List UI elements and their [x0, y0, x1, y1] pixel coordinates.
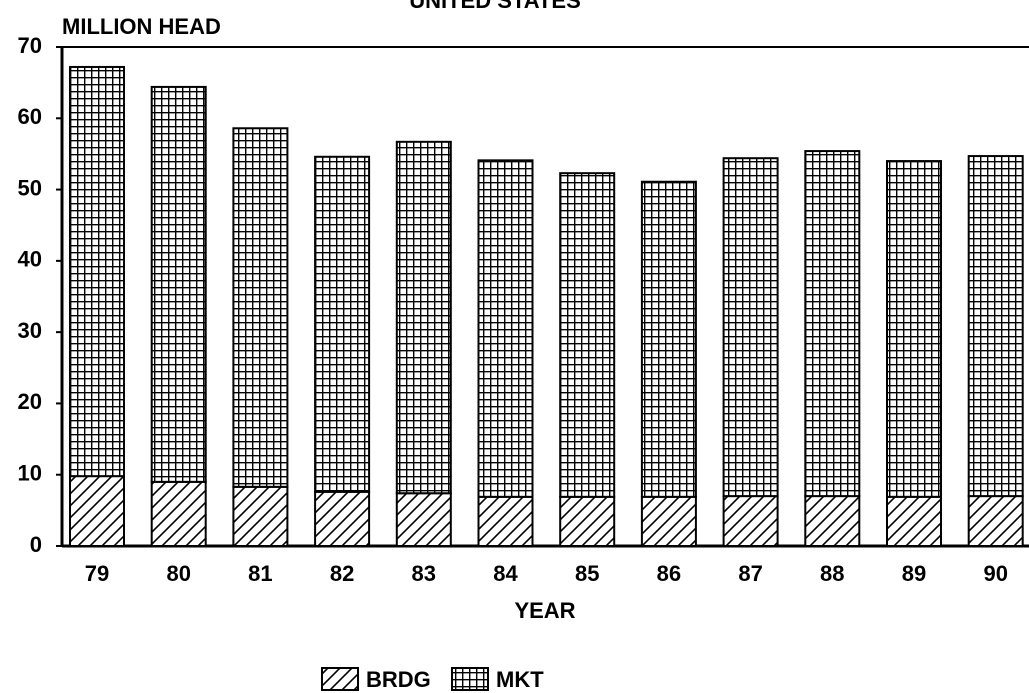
y-tick-label: 40	[18, 247, 42, 272]
bar-segment	[395, 492, 452, 547]
x-tick-label: 80	[166, 561, 190, 586]
bar-segment	[640, 495, 697, 548]
legend-label: BRDG	[366, 667, 431, 692]
legend-swatch	[451, 667, 489, 691]
legend: BRDG MKT	[321, 667, 544, 692]
x-tick-label: 83	[412, 561, 436, 586]
chart-title: UNITED STATES	[409, 0, 581, 13]
bar-segment	[722, 495, 779, 548]
bar-segment	[314, 490, 371, 547]
y-tick-label: 30	[18, 318, 42, 343]
y-tick-label: 0	[30, 532, 42, 557]
bar-segment	[640, 180, 697, 498]
x-tick-label: 84	[493, 561, 518, 586]
y-tick-label: 20	[18, 389, 42, 414]
bar-segment	[150, 480, 207, 548]
bar-segment	[967, 155, 1024, 498]
x-tick-label: 87	[738, 561, 762, 586]
x-tick-label: 85	[575, 561, 599, 586]
y-tick-label: 60	[18, 104, 42, 129]
bar-segment	[559, 495, 616, 548]
x-tick-label: 79	[85, 561, 109, 586]
x-tick-label: 81	[248, 561, 272, 586]
bar-segment	[477, 159, 534, 498]
bar-segment	[886, 495, 942, 548]
bar-segment	[886, 160, 942, 498]
y-tick-label: 70	[18, 33, 42, 58]
x-tick-label: 82	[330, 561, 354, 586]
bar-segment	[232, 127, 289, 488]
bar-segment	[395, 140, 452, 495]
bar-segment	[804, 150, 861, 498]
bar-segment	[967, 495, 1024, 548]
bar-segment	[69, 475, 125, 548]
legend-swatch	[321, 667, 359, 691]
bar-segment	[150, 85, 207, 483]
bar-segment	[804, 495, 861, 548]
x-tick-label: 86	[657, 561, 681, 586]
bar-segment	[559, 172, 616, 498]
y-tick-label: 50	[18, 175, 42, 200]
bar-segment	[314, 155, 371, 493]
bar-segment	[232, 485, 289, 547]
y-axis-title: MILLION HEAD	[62, 14, 221, 39]
x-tick-label: 88	[820, 561, 844, 586]
x-tick-label: 90	[983, 561, 1007, 586]
legend-label: MKT	[496, 667, 544, 692]
bar-segment	[722, 157, 779, 498]
y-tick-label: 10	[18, 461, 42, 486]
bar-segment	[477, 495, 534, 548]
bar-segment	[69, 65, 125, 478]
x-axis-title: YEAR	[514, 598, 575, 623]
x-tick-label: 89	[902, 561, 926, 586]
